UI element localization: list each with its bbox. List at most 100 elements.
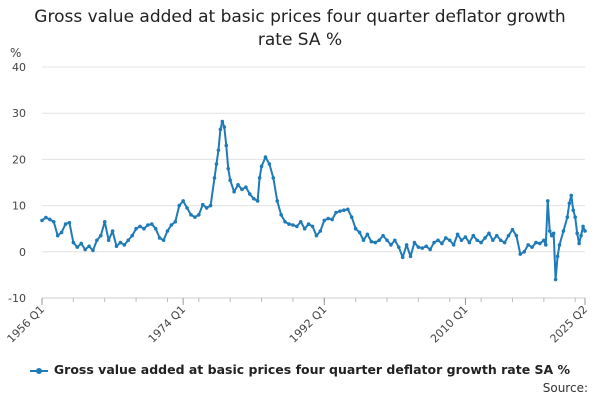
data-point[interactable] bbox=[381, 233, 385, 238]
data-point[interactable] bbox=[581, 224, 585, 229]
data-point[interactable] bbox=[314, 233, 319, 238]
data-point[interactable] bbox=[322, 218, 327, 223]
data-point[interactable] bbox=[571, 208, 576, 213]
data-point[interactable] bbox=[483, 236, 487, 240]
data-point[interactable] bbox=[412, 240, 417, 245]
data-point[interactable] bbox=[330, 217, 334, 222]
data-point[interactable] bbox=[346, 207, 350, 212]
data-point[interactable] bbox=[498, 238, 503, 243]
data-point[interactable] bbox=[557, 243, 562, 247]
data-point[interactable] bbox=[173, 219, 178, 224]
data-point[interactable] bbox=[255, 199, 260, 203]
data-point[interactable] bbox=[534, 240, 538, 245]
data-point[interactable] bbox=[220, 119, 225, 124]
data-point[interactable] bbox=[555, 254, 560, 259]
data-point[interactable] bbox=[142, 226, 146, 231]
series-line[interactable] bbox=[41, 120, 586, 281]
data-point[interactable] bbox=[149, 222, 154, 226]
data-point[interactable] bbox=[134, 226, 138, 231]
data-point[interactable] bbox=[79, 241, 84, 246]
data-point[interactable] bbox=[579, 233, 583, 238]
data-point[interactable] bbox=[298, 219, 303, 224]
data-point[interactable] bbox=[318, 229, 323, 233]
data-point[interactable] bbox=[122, 243, 127, 247]
data-point[interactable] bbox=[208, 203, 213, 208]
data-point[interactable] bbox=[502, 240, 507, 245]
data-point[interactable] bbox=[467, 240, 472, 245]
data-point[interactable] bbox=[518, 252, 523, 256]
data-point[interactable] bbox=[306, 222, 311, 226]
data-point[interactable] bbox=[218, 127, 223, 132]
data-point[interactable] bbox=[157, 236, 162, 240]
data-point[interactable] bbox=[361, 238, 366, 243]
data-point[interactable] bbox=[200, 202, 205, 207]
data-point[interactable] bbox=[177, 203, 182, 208]
data-point[interactable] bbox=[404, 243, 409, 247]
data-point[interactable] bbox=[487, 231, 491, 236]
data-point[interactable] bbox=[197, 213, 201, 217]
data-point[interactable] bbox=[514, 233, 519, 238]
data-point[interactable] bbox=[479, 240, 483, 245]
data-point[interactable] bbox=[365, 232, 370, 237]
data-point[interactable] bbox=[83, 247, 87, 252]
data-point[interactable] bbox=[334, 210, 338, 215]
data-point[interactable] bbox=[553, 277, 558, 282]
data-point[interactable] bbox=[106, 238, 111, 243]
data-point[interactable] bbox=[291, 223, 295, 227]
data-point[interactable] bbox=[222, 125, 227, 129]
data-point[interactable] bbox=[561, 229, 566, 233]
data-point[interactable] bbox=[436, 238, 440, 243]
data-point[interactable] bbox=[494, 233, 499, 238]
data-point[interactable] bbox=[393, 238, 397, 243]
data-point[interactable] bbox=[573, 215, 577, 219]
data-point[interactable] bbox=[349, 215, 354, 219]
data-point[interactable] bbox=[416, 245, 421, 249]
data-point[interactable] bbox=[530, 245, 534, 249]
data-point[interactable] bbox=[420, 246, 425, 250]
data-point[interactable] bbox=[310, 224, 315, 229]
data-point[interactable] bbox=[271, 176, 276, 180]
data-point[interactable] bbox=[204, 206, 209, 210]
data-point[interactable] bbox=[567, 201, 572, 206]
data-point[interactable] bbox=[400, 255, 405, 260]
data-point[interactable] bbox=[251, 196, 256, 201]
data-point[interactable] bbox=[545, 199, 550, 203]
data-point[interactable] bbox=[369, 239, 374, 244]
data-point[interactable] bbox=[522, 250, 527, 254]
data-point[interactable] bbox=[224, 143, 229, 148]
data-point[interactable] bbox=[259, 164, 264, 169]
data-point[interactable] bbox=[577, 241, 581, 246]
data-point[interactable] bbox=[275, 199, 280, 203]
data-point[interactable] bbox=[455, 232, 460, 237]
data-point[interactable] bbox=[165, 229, 170, 233]
data-point[interactable] bbox=[475, 238, 479, 243]
data-point[interactable] bbox=[389, 243, 393, 247]
data-point[interactable] bbox=[114, 244, 119, 249]
data-point[interactable] bbox=[547, 229, 552, 233]
data-point[interactable] bbox=[232, 189, 236, 194]
data-point[interactable] bbox=[95, 238, 99, 243]
data-point[interactable] bbox=[279, 213, 283, 217]
data-point[interactable] bbox=[99, 233, 103, 238]
data-point[interactable] bbox=[543, 243, 548, 247]
data-point[interactable] bbox=[353, 226, 358, 231]
data-point[interactable] bbox=[212, 176, 217, 180]
data-point[interactable] bbox=[257, 176, 262, 180]
data-point[interactable] bbox=[48, 217, 52, 222]
data-point[interactable] bbox=[55, 233, 60, 238]
data-point[interactable] bbox=[338, 209, 342, 213]
legend[interactable]: Gross value added at basic prices four q… bbox=[0, 362, 600, 377]
data-point[interactable] bbox=[377, 238, 381, 243]
data-point[interactable] bbox=[326, 216, 331, 221]
data-point[interactable] bbox=[138, 224, 142, 229]
data-point[interactable] bbox=[432, 240, 436, 245]
data-point[interactable] bbox=[526, 243, 530, 247]
data-point[interactable] bbox=[542, 238, 546, 243]
data-point[interactable] bbox=[424, 244, 429, 249]
data-point[interactable] bbox=[118, 240, 123, 245]
data-point[interactable] bbox=[463, 235, 468, 239]
data-point[interactable] bbox=[247, 192, 252, 196]
data-point[interactable] bbox=[102, 219, 107, 224]
data-point[interactable] bbox=[169, 223, 174, 227]
data-point[interactable] bbox=[551, 231, 556, 236]
